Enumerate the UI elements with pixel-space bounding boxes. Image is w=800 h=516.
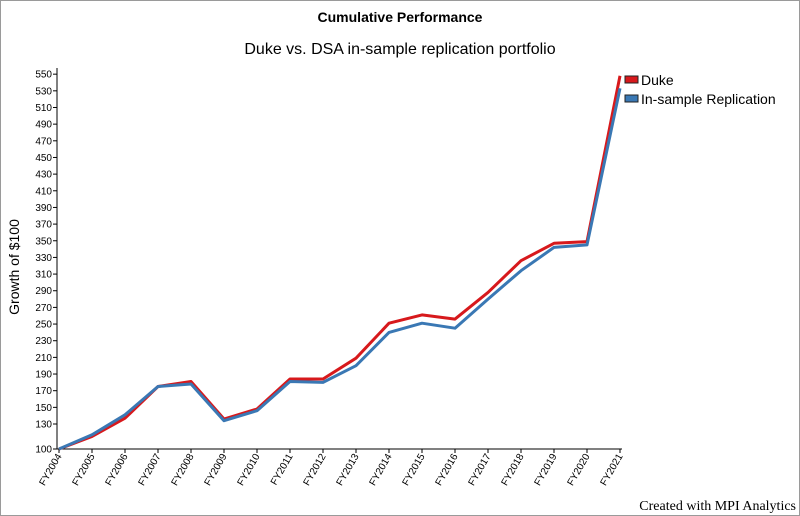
y-tick-label: 430	[35, 170, 52, 181]
y-tick-label: 310	[35, 270, 52, 281]
x-tick-label: FY2019	[533, 452, 560, 488]
x-tick-label: FY2013	[335, 452, 362, 488]
y-tick-label: 100	[35, 445, 52, 456]
y-tick-label: 210	[35, 353, 52, 364]
chart-title: Cumulative Performance	[317, 9, 483, 25]
y-tick-label: 230	[35, 336, 52, 347]
legend-swatch-duke	[624, 75, 639, 84]
x-tick-label: FY2016	[434, 452, 461, 488]
y-tick-label: 450	[35, 153, 52, 164]
y-tick-label: 290	[35, 286, 52, 297]
x-tick-label: FY2015	[401, 452, 428, 488]
legend-swatch-replication	[624, 94, 639, 103]
legend-label-duke: Duke	[641, 72, 674, 88]
x-tick-label: FY2012	[302, 452, 329, 488]
x-tick-label: FY2010	[236, 452, 263, 488]
x-tick-label: FY2021	[599, 452, 626, 488]
y-tick-label: 550	[35, 70, 52, 81]
legend-label-replication: In-sample Replication	[641, 91, 776, 107]
y-tick-label: 530	[35, 86, 52, 97]
x-tick-label: FY2009	[203, 452, 230, 488]
x-tick-label: FY2017	[467, 452, 494, 488]
y-tick-label: 510	[35, 103, 52, 114]
x-tick-label: FY2007	[137, 452, 164, 488]
y-tick-label: 370	[35, 220, 52, 231]
x-tick-label: FY2020	[566, 452, 593, 488]
x-tick-label: FY2008	[170, 452, 197, 488]
x-tick-label: FY2005	[71, 452, 98, 488]
chart-subtitle: Duke vs. DSA in-sample replication portf…	[244, 41, 556, 58]
y-tick-label: 490	[35, 120, 52, 131]
y-tick-label: 330	[35, 253, 52, 264]
y-axis-label: Growth of $100	[6, 219, 22, 315]
x-tick-label: FY2006	[104, 452, 131, 488]
y-tick-label: 270	[35, 303, 52, 314]
footer-credit: Created with MPI Analytics	[639, 499, 796, 514]
y-tick-label: 130	[35, 420, 52, 431]
x-tick-label: FY2011	[269, 452, 296, 488]
y-tick-label: 150	[35, 403, 52, 414]
series-line-duke	[58, 75, 622, 451]
x-tick-label: FY2018	[500, 452, 527, 488]
x-tick-label: FY2004	[38, 452, 65, 488]
y-tick-label: 390	[35, 203, 52, 214]
series-line-replication	[58, 87, 622, 451]
y-tick-label: 350	[35, 236, 52, 247]
y-tick-label: 410	[35, 186, 52, 197]
y-tick-label: 170	[35, 386, 52, 397]
x-tick-label: FY2014	[368, 452, 395, 488]
y-tick-label: 250	[35, 320, 52, 331]
y-tick-label: 470	[35, 136, 52, 147]
y-tick-label: 190	[35, 370, 52, 381]
